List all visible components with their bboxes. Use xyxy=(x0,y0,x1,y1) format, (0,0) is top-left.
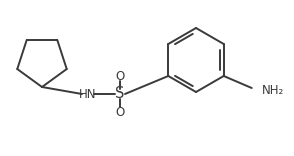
Text: O: O xyxy=(115,105,125,119)
Text: O: O xyxy=(115,70,125,83)
Text: S: S xyxy=(115,86,125,102)
Text: HN: HN xyxy=(79,88,97,100)
Text: NH₂: NH₂ xyxy=(262,83,284,97)
